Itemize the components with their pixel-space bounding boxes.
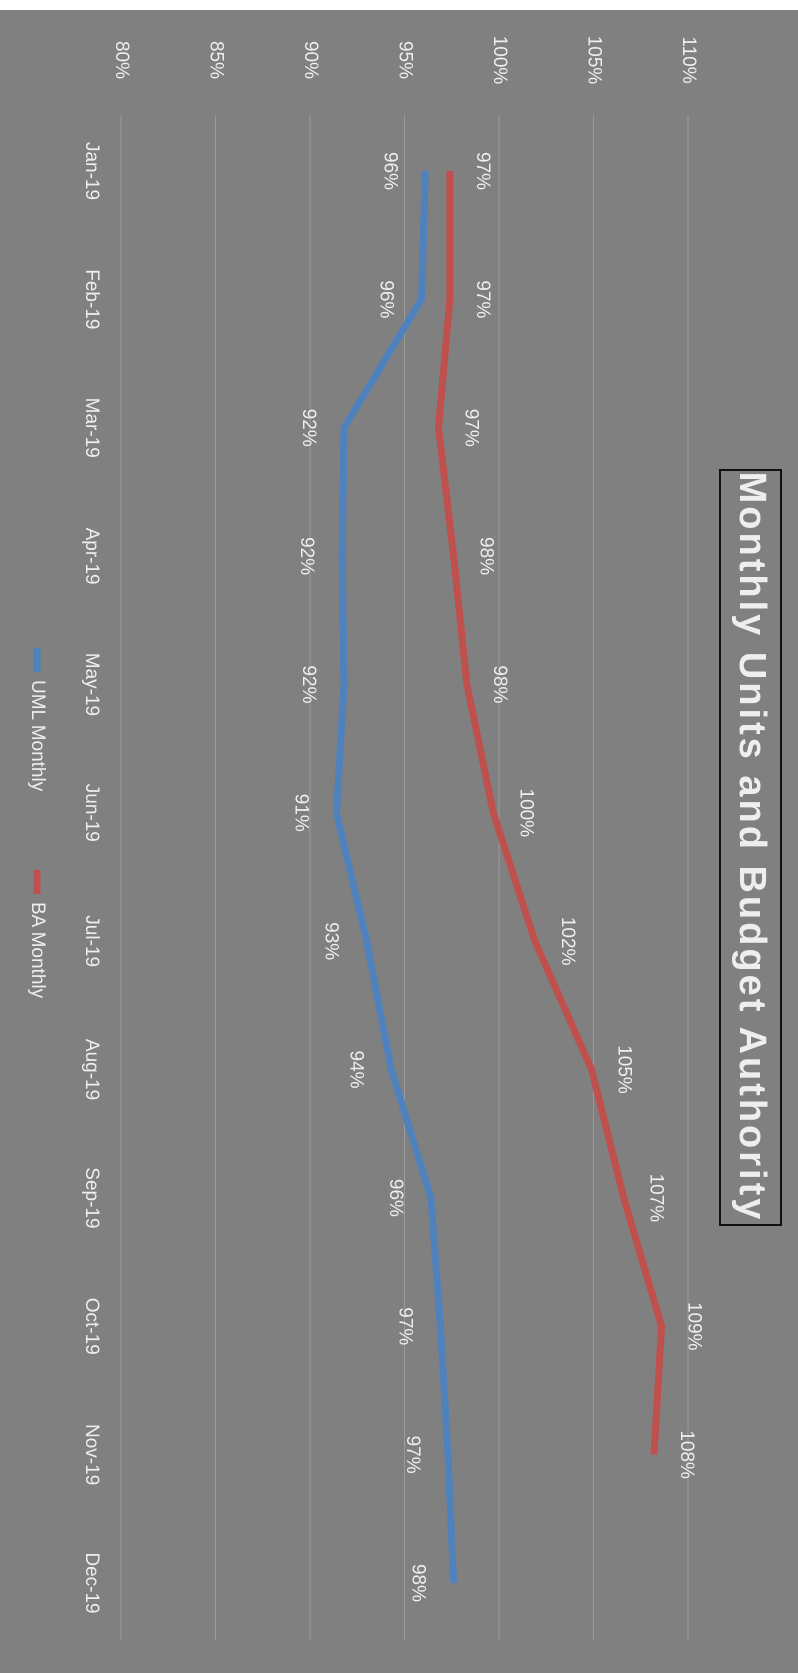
- data-label: 97%: [472, 152, 493, 190]
- x-tick-label: Apr-19: [81, 528, 102, 585]
- title-box: [719, 469, 782, 1226]
- legend-label: BA Monthly: [27, 902, 48, 999]
- data-label: 97%: [402, 1436, 423, 1474]
- data-label: 94%: [345, 1051, 366, 1089]
- data-label: 91%: [290, 794, 311, 832]
- x-tick-label: Sep-19: [81, 1167, 102, 1228]
- data-label: 108%: [676, 1430, 697, 1479]
- x-tick-label: Dec-19: [81, 1552, 102, 1613]
- x-tick-label: May-19: [81, 653, 102, 716]
- data-label: 98%: [489, 665, 510, 703]
- series-line: [332, 170, 458, 1584]
- data-label: 100%: [515, 789, 536, 838]
- legend-label: UML Monthly: [27, 680, 48, 792]
- data-label: 105%: [614, 1045, 635, 1094]
- data-label: 109%: [684, 1302, 705, 1351]
- data-label: 97%: [461, 409, 482, 447]
- data-label: 97%: [472, 280, 493, 318]
- data-label: 102%: [557, 917, 578, 966]
- data-label: 98%: [476, 537, 497, 575]
- y-tick-label: 105%: [583, 36, 604, 85]
- data-label: 98%: [408, 1564, 429, 1602]
- chart-background: [0, 10, 798, 1673]
- y-tick-label: 80%: [111, 41, 132, 79]
- data-label: 92%: [296, 537, 317, 575]
- series-line: [435, 171, 666, 1455]
- y-tick-label: 100%: [489, 36, 510, 85]
- y-tick-label: 110%: [678, 36, 699, 83]
- x-tick-label: Jan-19: [81, 142, 102, 200]
- x-tick-label: Mar-19: [81, 398, 102, 458]
- data-label: 92%: [298, 665, 319, 703]
- data-label: 96%: [379, 152, 400, 190]
- x-tick-label: Oct-19: [81, 1298, 102, 1355]
- data-label: 96%: [375, 280, 396, 318]
- y-tick-label: 90%: [300, 41, 321, 79]
- x-tick-label: Aug-19: [81, 1039, 102, 1100]
- x-tick-label: Jun-19: [81, 784, 102, 842]
- y-tick-label: 95%: [394, 41, 415, 79]
- data-label: 93%: [321, 922, 342, 960]
- x-tick-label: Nov-19: [81, 1424, 102, 1485]
- data-label: 97%: [394, 1307, 415, 1345]
- data-label: 92%: [298, 409, 319, 447]
- data-label: 107%: [646, 1174, 667, 1223]
- y-tick-label: 85%: [205, 41, 226, 79]
- x-tick-label: Jul-19: [81, 915, 102, 967]
- chart-title: Monthly Units and Budget Authority: [731, 472, 773, 1223]
- data-label: 96%: [385, 1179, 406, 1217]
- x-tick-label: Feb-19: [81, 269, 102, 329]
